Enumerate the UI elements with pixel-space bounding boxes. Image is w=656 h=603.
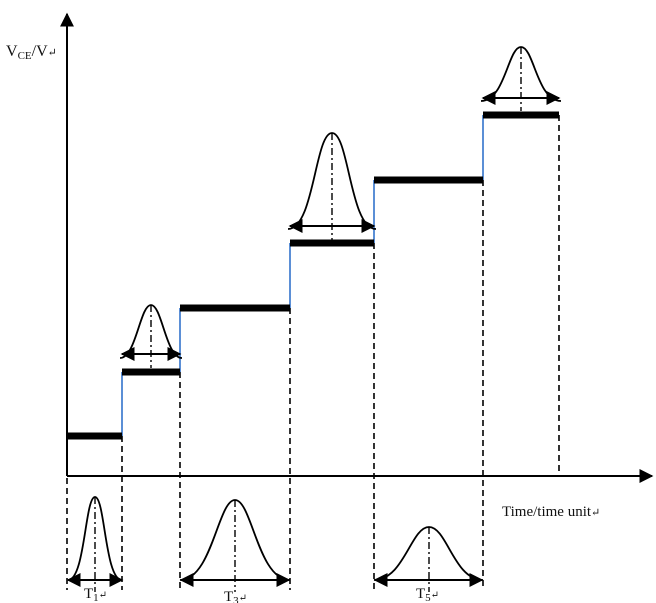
time-distribution-3 bbox=[373, 526, 484, 592]
period-label-t5: T5↵ bbox=[416, 586, 439, 603]
period-label-t3: T3↵ bbox=[224, 589, 247, 603]
step-connectors bbox=[121, 115, 484, 436]
period-label-t1: T1↵ bbox=[84, 586, 107, 603]
voltage-distribution-3 bbox=[480, 46, 562, 111]
x-axis-label: Time/time unit↵ bbox=[502, 504, 600, 520]
time-distribution-2 bbox=[179, 499, 291, 592]
time-distribution-1 bbox=[66, 496, 124, 592]
y-axis-label: VCE/V↵ bbox=[6, 43, 57, 62]
voltage-distribution-2 bbox=[287, 132, 377, 240]
dashed-guides bbox=[66, 115, 560, 590]
voltage-distribution-1 bbox=[119, 304, 183, 368]
voltage-levels bbox=[66, 111, 559, 440]
